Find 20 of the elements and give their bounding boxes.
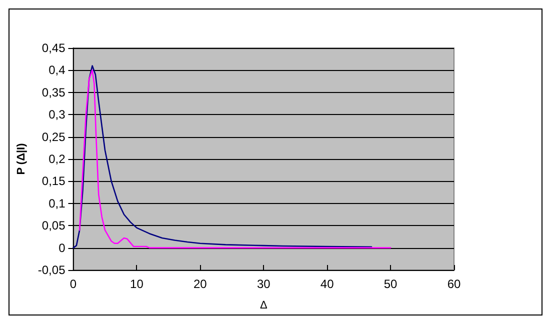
y-tick-label: 0,15: [42, 174, 66, 188]
y-tick-label: 0,1: [48, 196, 66, 210]
y-tick-label: 0,45: [42, 41, 66, 55]
x-tick-label: 40: [320, 277, 334, 291]
y-tick-label: 0,4: [48, 63, 66, 78]
y-tick-label: 0,35: [42, 85, 66, 100]
x-tick-label: 0: [70, 277, 77, 291]
y-tick-label: 0,25: [42, 130, 66, 144]
x-tick-label: 10: [130, 277, 144, 291]
x-tick-label: 20: [193, 277, 208, 291]
y-tick-label: 0,05: [42, 218, 66, 233]
y-tick-label: 0: [58, 240, 66, 255]
x-tick-label: 30: [256, 277, 271, 291]
x-axis-title: Δ: [260, 300, 268, 312]
x-tick-label: 60: [447, 277, 461, 291]
y-tick-label: 0,2: [48, 152, 66, 166]
y-tick-label: -0,05: [38, 263, 66, 277]
y-tick-label: 0,3: [48, 108, 66, 122]
y-axis-title: P (Δ|I): [16, 142, 28, 175]
x-tick-label: 50: [384, 277, 398, 291]
